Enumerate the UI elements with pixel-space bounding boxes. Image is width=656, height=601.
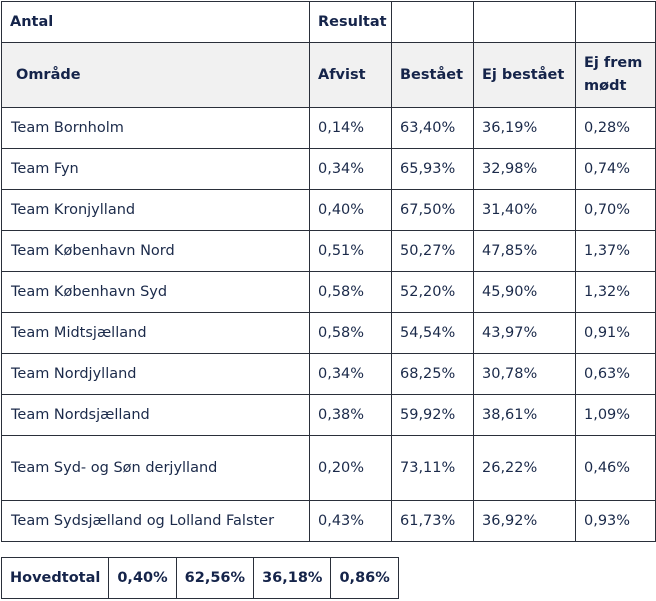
bestaaet-value: 54,54% — [391, 312, 474, 354]
ej-bestaaet-value: 45,90% — [473, 271, 576, 313]
afvist-value: 0,34% — [309, 148, 392, 190]
table-row: Team Syd- og Søn derjylland 0,20% 73,11%… — [1, 435, 656, 501]
ej-bestaaet-value: 43,97% — [473, 312, 576, 354]
table-row: Team Kronjylland 0,40% 67,50% 31,40% 0,7… — [1, 189, 656, 231]
area-name: Team Midtsjælland — [1, 312, 310, 354]
table-row: Team Midtsjælland 0,58% 54,54% 43,97% 0,… — [1, 312, 656, 354]
bestaaet-value: 59,92% — [391, 394, 474, 436]
area-name: Team København Syd — [1, 271, 310, 313]
area-name: Team Bornholm — [1, 107, 310, 149]
bestaaet-value: 50,27% — [391, 230, 474, 272]
afvist-header: Afvist — [309, 42, 392, 108]
header-row-columns: Område Afvist Bestået Ej bestået Ej frem… — [1, 42, 656, 108]
results-table: Antal Resultat Område Afvist Bestået Ej … — [1, 1, 656, 542]
afvist-value: 0,20% — [309, 435, 392, 501]
resultat-header: Resultat — [309, 1, 392, 43]
ej-frem-value: 0,93% — [575, 500, 656, 542]
bestaaet-value: 65,93% — [391, 148, 474, 190]
area-name: Team Syd- og Søn derjylland — [1, 435, 310, 501]
afvist-value: 0,43% — [309, 500, 392, 542]
bestaaet-value: 73,11% — [391, 435, 474, 501]
empty-header-cell — [473, 1, 576, 43]
total-row: Hovedtotal 0,40% 62,56% 36,18% 0,86% — [0, 557, 399, 599]
area-name: Team København Nord — [1, 230, 310, 272]
ej-bestaaet-value: 26,22% — [473, 435, 576, 501]
empty-header-cell — [391, 1, 474, 43]
ej-frem-line-2: mødt — [584, 78, 627, 94]
total-afvist: 0,40% — [108, 557, 177, 599]
area-name: Team Sydsjælland og Lolland Falster — [1, 500, 310, 542]
total-label: Hovedtotal — [0, 557, 110, 599]
afvist-value: 0,38% — [309, 394, 392, 436]
afvist-value: 0,14% — [309, 107, 392, 149]
ej-frem-value: 0,70% — [575, 189, 656, 231]
ej-frem-value: 0,46% — [575, 435, 656, 501]
header-row-top: Antal Resultat — [1, 1, 656, 43]
table-row: Team Nordjylland 0,34% 68,25% 30,78% 0,6… — [1, 353, 656, 395]
ej-frem-value: 1,32% — [575, 271, 656, 313]
ej-frem-line-1: Ej frem — [584, 55, 643, 71]
bestaaet-value: 63,40% — [391, 107, 474, 149]
afvist-value: 0,34% — [309, 353, 392, 395]
area-name: Team Fyn — [1, 148, 310, 190]
ej-frem-value: 0,28% — [575, 107, 656, 149]
table-row: Team Fyn 0,34% 65,93% 32,98% 0,74% — [1, 148, 656, 190]
ej-bestaaet-value: 38,61% — [473, 394, 576, 436]
ej-frem-value: 0,91% — [575, 312, 656, 354]
ej-bestaaet-value: 30,78% — [473, 353, 576, 395]
table-row: Team Nordsjælland 0,38% 59,92% 38,61% 1,… — [1, 394, 656, 436]
bestaaet-value: 52,20% — [391, 271, 474, 313]
bestaaet-value: 61,73% — [391, 500, 474, 542]
omraade-header: Område — [1, 42, 310, 108]
ej-frem-value: 0,74% — [575, 148, 656, 190]
table-row: Team København Nord 0,51% 50,27% 47,85% … — [1, 230, 656, 272]
afvist-value: 0,51% — [309, 230, 392, 272]
ej-bestaaet-value: 47,85% — [473, 230, 576, 272]
ej-bestaaet-header: Ej bestået — [473, 42, 576, 108]
bestaaet-header: Bestået — [391, 42, 474, 108]
afvist-value: 0,40% — [309, 189, 392, 231]
ej-frem-header: Ej frem mødt — [575, 42, 656, 108]
ej-frem-value: 1,09% — [575, 394, 656, 436]
afvist-value: 0,58% — [309, 271, 392, 313]
bestaaet-value: 68,25% — [391, 353, 474, 395]
area-name: Team Kronjylland — [1, 189, 310, 231]
table-row: Team Sydsjælland og Lolland Falster 0,43… — [1, 500, 656, 542]
table-row: Team Bornholm 0,14% 63,40% 36,19% 0,28% — [1, 107, 656, 149]
area-name: Team Nordsjælland — [1, 394, 310, 436]
ej-bestaaet-value: 32,98% — [473, 148, 576, 190]
ej-bestaaet-value: 31,40% — [473, 189, 576, 231]
table-row: Team København Syd 0,58% 52,20% 45,90% 1… — [1, 271, 656, 313]
ej-bestaaet-value: 36,92% — [473, 500, 576, 542]
total-ej-frem: 0,86% — [330, 557, 399, 599]
afvist-value: 0,58% — [309, 312, 392, 354]
ej-bestaaet-value: 36,19% — [473, 107, 576, 149]
empty-header-cell — [575, 1, 656, 43]
bestaaet-value: 67,50% — [391, 189, 474, 231]
antal-header: Antal — [1, 1, 310, 43]
total-table: Hovedtotal 0,40% 62,56% 36,18% 0,86% — [0, 557, 399, 599]
ej-frem-value: 1,37% — [575, 230, 656, 272]
total-bestaaet: 62,56% — [175, 557, 255, 599]
area-name: Team Nordjylland — [1, 353, 310, 395]
ej-frem-value: 0,63% — [575, 353, 656, 395]
total-ej-bestaaet: 36,18% — [253, 557, 332, 599]
